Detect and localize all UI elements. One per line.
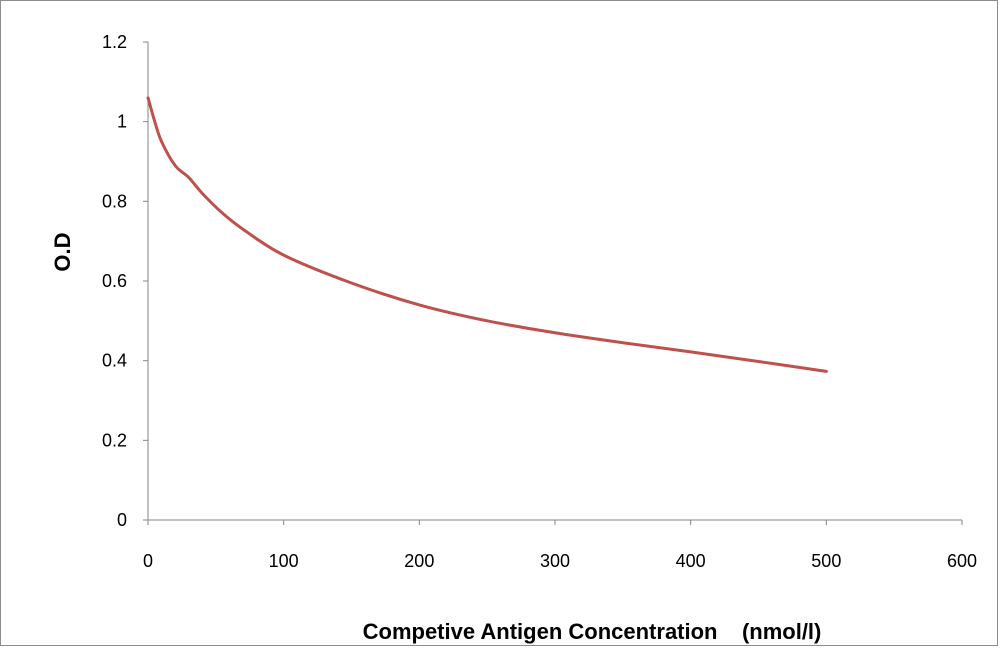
x-tick-label: 100: [269, 551, 299, 571]
y-tick-label: 1: [117, 112, 127, 132]
x-axis-title: Competive Antigen Concentration (nmol/l): [363, 619, 822, 644]
x-tick-label: 300: [540, 551, 570, 571]
y-axis-title: O.D: [50, 232, 75, 271]
y-tick-label: 0: [117, 510, 127, 530]
x-tick-label: 0: [143, 551, 153, 571]
y-tick-label: 0.8: [102, 191, 127, 211]
y-tick-label: 0.6: [102, 271, 127, 291]
tick-labels: 0 100 200 300 400 500 600 0 0.2 0.4 0.6 0.8 1 1.2: [102, 32, 977, 571]
axes: [147, 42, 962, 521]
y-tick-label: 0.4: [102, 351, 127, 371]
x-tick-label: 200: [404, 551, 434, 571]
y-tick-label: 1.2: [102, 32, 127, 52]
series-layer: [146, 96, 828, 373]
x-tick-label: 400: [676, 551, 706, 571]
x-tick-label: 500: [811, 551, 841, 571]
y-tick-label: 0.2: [102, 430, 127, 450]
series-line: [146, 96, 828, 373]
x-tick-label: 600: [947, 551, 977, 571]
